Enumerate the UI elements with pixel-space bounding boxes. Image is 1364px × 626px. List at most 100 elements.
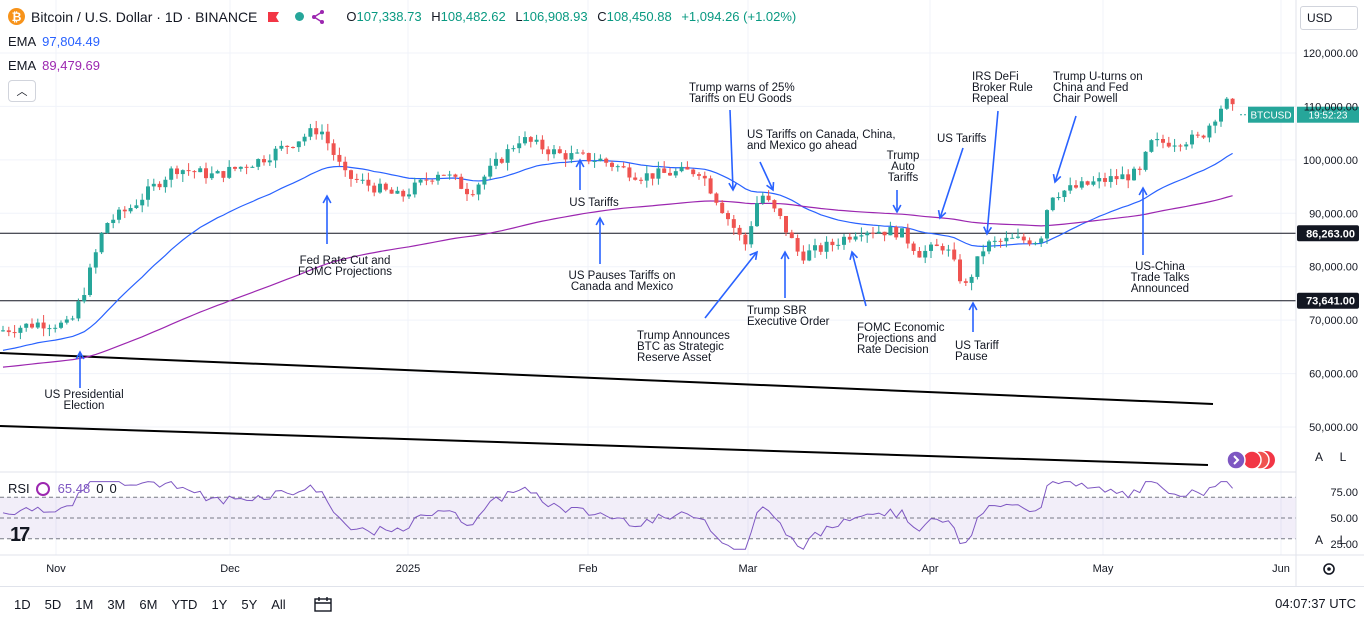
annotation-arrowhead: [322, 194, 332, 204]
candle-body: [1050, 197, 1055, 211]
collapse-legend-button[interactable]: ︿: [8, 80, 36, 102]
candle-body: [1213, 121, 1218, 126]
candle-body: [598, 158, 603, 161]
price-chart[interactable]: 86,263.00 73,641.00 BTCUSD 19:52:23 US Pre…: [0, 0, 1364, 586]
candle-body: [679, 166, 684, 172]
candle-body: [946, 249, 951, 251]
share-icon[interactable]: [310, 9, 326, 25]
last-price-countdown: 19:52:23: [1309, 111, 1348, 122]
annotation-arrow: [1054, 115, 1077, 183]
rsi-legend[interactable]: RSI 65.48 0 0: [8, 481, 117, 496]
candle-body: [88, 267, 92, 296]
range-3m-button[interactable]: 3M: [107, 596, 126, 612]
ohlc-values: O107,338.73 H108,482.62 L106,908.93 C108…: [346, 9, 797, 24]
candle-body: [1161, 139, 1165, 143]
candle-body: [1143, 151, 1148, 170]
annotation-arrow: [851, 251, 867, 307]
date-range-icon[interactable]: [314, 596, 332, 612]
range-all-button[interactable]: All: [271, 596, 286, 612]
candle-body: [900, 228, 904, 238]
rsi-pane: 75.00 50.00 25.00: [0, 481, 1358, 551]
candle-body: [581, 152, 585, 154]
candle-body: [18, 327, 23, 333]
candle-body: [813, 245, 817, 251]
candle-body: [366, 179, 371, 186]
candle-body: [697, 174, 701, 176]
range-ytd-button[interactable]: YTD: [171, 596, 198, 612]
currency-selector[interactable]: USD: [1300, 6, 1358, 30]
candle-body: [320, 131, 324, 135]
rsi-auto-scale-button[interactable]: A: [1314, 533, 1323, 547]
candle-body: [47, 328, 52, 330]
candle-body: [656, 168, 661, 179]
annotation-label: US Tariffs on Canada, China,: [747, 129, 896, 141]
ema-slow-line: [2, 195, 1233, 368]
annotation-label: US-China: [1135, 261, 1185, 273]
range-5d-button[interactable]: 5D: [44, 596, 62, 612]
annotation-arrowhead: [937, 209, 947, 220]
candle-body: [128, 207, 133, 212]
candle-body: [238, 166, 243, 169]
candle-body: [134, 205, 139, 208]
candle-body: [175, 168, 179, 175]
events-icon[interactable]: [1222, 449, 1278, 471]
candle-body: [441, 174, 446, 176]
candle-body: [163, 179, 168, 188]
ema-legend-slow[interactable]: EMA 89,479.69: [8, 58, 101, 73]
flag-icon[interactable]: [267, 11, 281, 23]
range-6m-button[interactable]: 6M: [139, 596, 158, 612]
range-1d-button[interactable]: 1D: [14, 596, 31, 612]
annotation-label: US Pauses Tariffs on: [569, 270, 676, 282]
annotation-label: Tariffs: [888, 172, 919, 184]
candle-body: [789, 232, 794, 239]
tradingview-logo[interactable]: 17: [10, 524, 30, 546]
annotation-arrowhead: [892, 204, 902, 214]
candle-body: [192, 171, 197, 173]
annotation-arrow: [986, 110, 999, 235]
price-tick-label: 60,000.00: [1309, 369, 1358, 381]
low-value: 106,908.93: [522, 9, 588, 24]
range-1y-button[interactable]: 1Y: [211, 596, 228, 612]
annotation-label: Projections and: [857, 333, 936, 345]
annotation-arrow: [729, 109, 734, 191]
candle-body: [1126, 174, 1131, 181]
symbol-title[interactable]: Bitcoin / U.S. Dollar · 1D · BINANCE: [31, 8, 258, 25]
annotation-label: Chair Powell: [1053, 93, 1118, 105]
candle-body: [401, 190, 406, 197]
range-5y-button[interactable]: 5Y: [241, 596, 258, 612]
rsi-log-scale-button[interactable]: L: [1339, 533, 1347, 547]
utc-clock[interactable]: 04:07:37 UTC: [1275, 596, 1356, 611]
candle-body: [627, 167, 632, 178]
rsi-value: 65.48: [57, 481, 91, 496]
candle-body: [650, 173, 655, 179]
candle-body: [517, 143, 522, 149]
candle-body: [1178, 145, 1183, 147]
candle-body: [987, 241, 991, 252]
candle-body: [610, 162, 614, 167]
annotation-arrowhead: [575, 158, 585, 168]
candle-body: [285, 145, 290, 147]
rsi-settings-icon[interactable]: [35, 481, 50, 496]
candle-body: [760, 195, 765, 204]
candle-body: [1016, 236, 1020, 238]
log-scale-button[interactable]: L: [1339, 450, 1347, 464]
settings-gear-icon[interactable]: [1320, 560, 1338, 578]
annotation-arrow: [939, 147, 964, 219]
price-level-label: 73,641.00: [1306, 296, 1355, 308]
ema-legend-fast[interactable]: EMA 97,804.49: [8, 34, 101, 49]
annotation: US Tariffs: [569, 158, 619, 209]
annotation-label: Rate Decision: [857, 344, 929, 356]
candle-body: [621, 166, 626, 168]
time-tick-label: May: [1093, 563, 1114, 575]
time-tick-label: Apr: [921, 563, 938, 575]
range-1m-button[interactable]: 1M: [75, 596, 94, 612]
candle-body: [465, 188, 469, 195]
candle-body: [291, 146, 295, 148]
annotation-arrowhead: [749, 250, 759, 261]
auto-scale-button[interactable]: A: [1314, 450, 1323, 464]
annotation-arrow: [704, 251, 758, 319]
